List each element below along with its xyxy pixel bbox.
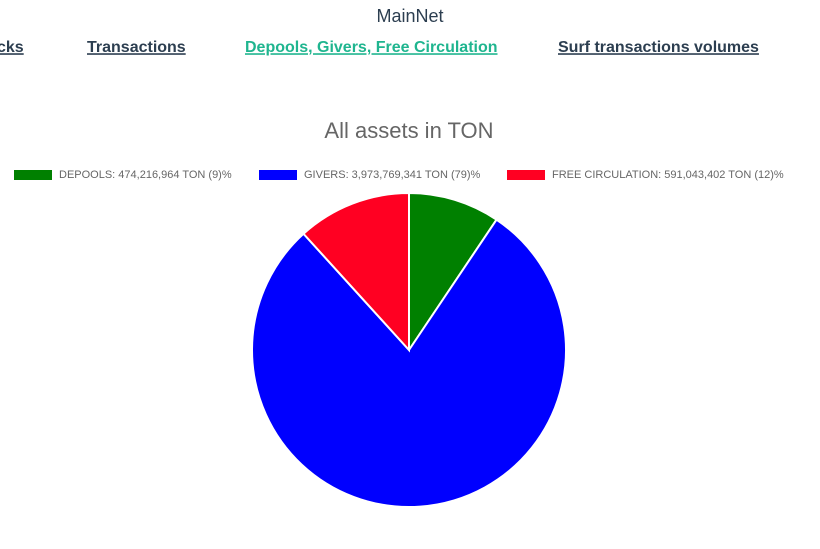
- legend-swatch: [259, 170, 297, 180]
- nav-link[interactable]: Surf transactions volumes: [558, 39, 759, 56]
- pie-slice: [251, 218, 567, 508]
- legend-label: GIVERS: 3,973,769,341 TON (79)%: [304, 169, 481, 181]
- legend-label: DEPOOLS: 474,216,964 TON (9)%: [59, 169, 232, 181]
- header-title: MainNet: [376, 6, 443, 26]
- pie-slice: [408, 191, 498, 354]
- legend-swatch: [507, 170, 545, 180]
- chart-title: All assets in TON: [324, 118, 493, 143]
- nav-link[interactable]: Depools, Givers, Free Circulation: [245, 39, 498, 56]
- legend-swatch: [14, 170, 52, 180]
- pie-slice: [302, 191, 410, 353]
- nav-link[interactable]: Transactions: [87, 39, 186, 56]
- nav-link[interactable]: cks: [0, 39, 24, 56]
- legend-label: FREE CIRCULATION: 591,043,402 TON (12)%: [552, 169, 784, 181]
